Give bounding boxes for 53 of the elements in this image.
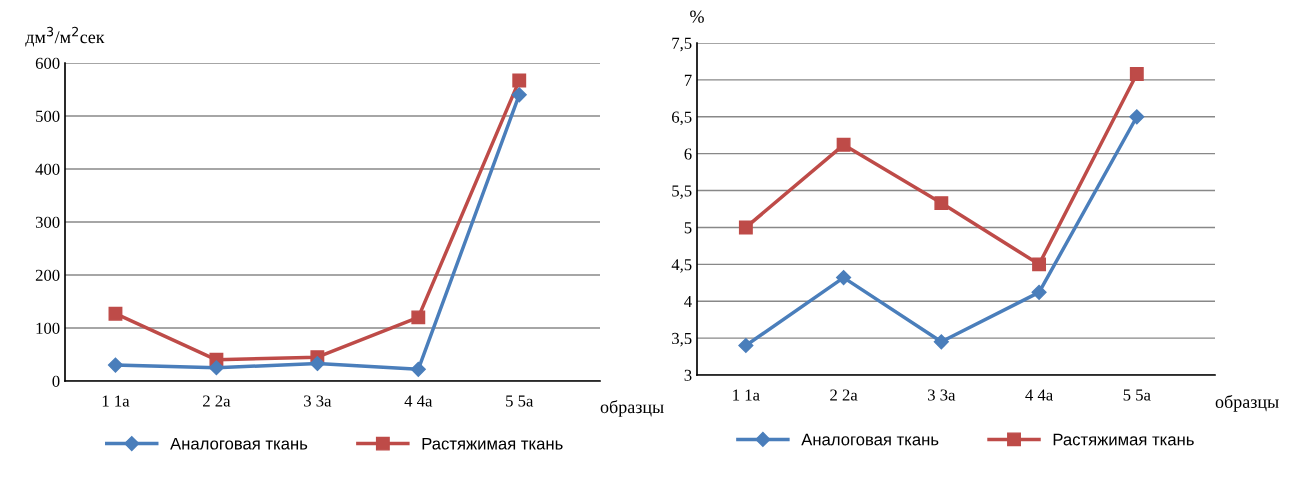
x-tick-label: 1 1а xyxy=(733,389,760,401)
point xyxy=(1129,67,1144,81)
point xyxy=(107,357,124,373)
point xyxy=(1129,109,1145,125)
x-tick-label: 5 5а xyxy=(1123,389,1151,401)
y-axis-title: дм$^{3}$/м$^{2}$сек xyxy=(25,26,105,47)
point xyxy=(934,196,949,211)
y-tick-label: 600 xyxy=(35,57,60,69)
y-axis-title: % xyxy=(690,10,704,23)
x-axis-title: образцы xyxy=(600,400,664,417)
x-tick-label: 3 3а xyxy=(304,395,332,407)
point xyxy=(208,360,224,376)
y-tick-label: 3 xyxy=(684,369,692,381)
y-tick-label: 4 xyxy=(684,296,692,307)
legend-label: Растяжимая ткань xyxy=(1053,433,1194,446)
x-tick-label: 2 2а xyxy=(830,389,858,401)
y-tick-label: 5,5 xyxy=(672,185,692,199)
y-tick-label: 4,5 xyxy=(671,259,692,273)
y-tick-label: 6 xyxy=(684,148,692,160)
x-tick-label: 4 4а xyxy=(404,395,433,407)
point xyxy=(836,137,851,152)
point xyxy=(836,270,852,286)
legend-label: Аналоговая ткань xyxy=(801,433,939,446)
legend-label: Аналоговая ткань xyxy=(170,437,308,450)
point xyxy=(1031,284,1047,300)
y-tick-label: 7,5 xyxy=(672,37,692,52)
y-tick-label: 5 xyxy=(684,222,692,234)
x-tick-label: 3 3а xyxy=(928,389,956,401)
x-axis-title: образцы xyxy=(1215,394,1279,412)
y-tick-label: 0 xyxy=(52,375,60,387)
y-tick-label: 6,5 xyxy=(672,111,692,126)
y-tick-label: 200 xyxy=(35,269,60,281)
x-tick-label: 1 1а xyxy=(102,395,130,407)
point xyxy=(309,355,325,372)
point xyxy=(410,361,426,377)
y-tick-label: 3,5 xyxy=(672,332,692,347)
point xyxy=(511,87,527,103)
point xyxy=(933,334,949,350)
x-tick-label: 2 2а xyxy=(203,395,231,407)
point xyxy=(512,73,527,88)
legend-label: Растяжимая ткань xyxy=(422,437,563,450)
point xyxy=(738,337,754,354)
point xyxy=(411,310,426,325)
point xyxy=(1032,257,1047,272)
y-tick-label: 7 xyxy=(684,74,692,86)
x-tick-label: 4 4а xyxy=(1025,389,1053,401)
y-tick-label: 300 xyxy=(35,216,60,228)
y-tick-label: 400 xyxy=(35,163,60,175)
point xyxy=(108,306,123,321)
y-tick-label: 500 xyxy=(36,110,60,122)
point xyxy=(738,220,753,235)
y-tick-label: 100 xyxy=(36,322,60,334)
x-tick-label: 5 5а xyxy=(506,395,534,407)
